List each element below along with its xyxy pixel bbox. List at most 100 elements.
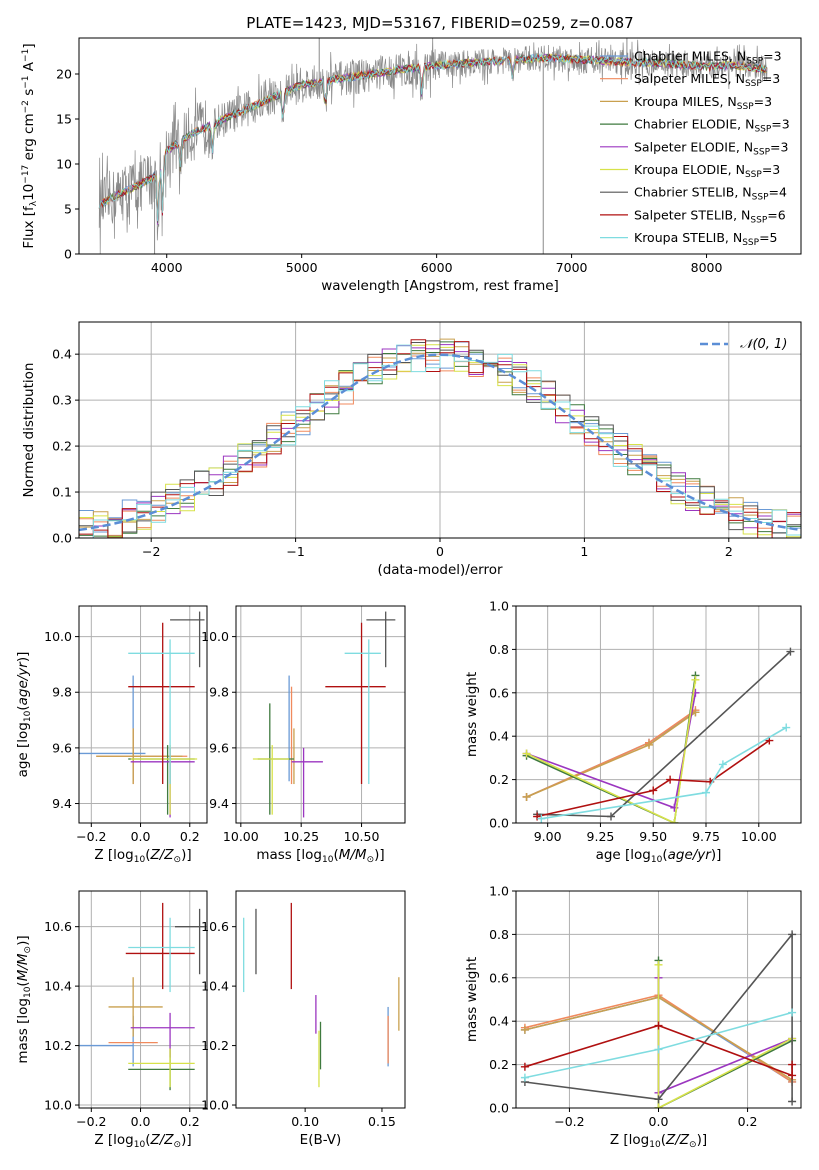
y-axis-label: age [log10(age/yr)] (15, 652, 33, 778)
y-tick-label: 20 (56, 67, 72, 82)
marker-kroupa-miles (691, 708, 700, 717)
x-tick-label: −0.2 (554, 1114, 584, 1129)
legend-entry: Kroupa STELIB, NSSP=5 (634, 230, 778, 248)
legend-entry: Chabrier ELODIE, NSSP=3 (634, 117, 790, 135)
y-tick-label: 0.1 (52, 485, 72, 500)
x-tick-label: 0.2 (180, 829, 200, 844)
x-tick-label: 0.10 (291, 1114, 319, 1129)
y-tick-label: 10.0 (44, 629, 72, 644)
y-tick-label: 10.0 (201, 1098, 229, 1113)
y-tick-label: 0.4 (489, 1014, 509, 1029)
marker-kroupa-stelib (702, 788, 710, 797)
line-kroupa-elodie (657, 964, 793, 1108)
axes-frame (235, 890, 406, 1109)
marker-salpeter-stelib (520, 1062, 529, 1071)
line-salpeter-elodie (526, 692, 697, 809)
marker-kroupa-stelib (537, 814, 546, 823)
x-tick-label: 0.0 (131, 829, 151, 844)
errorbars (252, 611, 396, 818)
x-axis-label: age [log10(age/yr)] (596, 847, 722, 865)
errorbars (79, 902, 205, 1091)
marker-chabrier-stelib (788, 930, 797, 939)
axes-frame (515, 605, 802, 824)
figure-title: PLATE=1423, MJD=53167, FIBERID=0259, z=0… (246, 14, 633, 32)
line-kroupa-elodie (526, 679, 697, 823)
marker-chabrier-stelib (788, 1097, 797, 1106)
y-tick-label: 9.4 (209, 796, 229, 811)
y-tick-label: 10.6 (44, 919, 72, 934)
line-chabrier-stelib (524, 932, 793, 1102)
y-tick-label: 1.0 (489, 884, 509, 899)
x-tick-label: 8000 (691, 260, 723, 275)
axes-frame (515, 890, 802, 1109)
marker-kroupa-miles (645, 740, 653, 749)
mass-vs-ebv-panel: 0.10 0.15 10.0 10.2 10.4 10.6 E(B-V) (201, 890, 406, 1148)
errorbars (243, 902, 400, 1088)
y-tick-label: 0.6 (489, 970, 509, 985)
y-tick-label: 0.2 (489, 772, 509, 787)
hist-chabrier-stelib (79, 340, 801, 538)
y-tick-label: 10 (56, 157, 72, 172)
line-salpeter-stelib (524, 1024, 793, 1077)
observed-spectrum (98, 38, 768, 254)
x-tick-label: 0.2 (180, 1114, 200, 1129)
marker-salpeter-stelib (654, 1021, 663, 1030)
y-tick-label: 0.2 (52, 439, 72, 454)
marker-kroupa-elodie (522, 749, 531, 758)
marker-chabrier-stelib (607, 812, 615, 821)
x-tick-label: 0.0 (649, 1114, 669, 1129)
y-tick-label: 0.8 (489, 927, 509, 942)
y-tick-label: 0.0 (52, 531, 72, 546)
y-tick-label: 9.8 (209, 685, 229, 700)
x-tick-label: 4000 (151, 260, 183, 275)
x-axis-label: Z [log10(Z/Z⊙)] (94, 1132, 191, 1150)
residuals-panel: −2 −1 0 1 2 0.0 0.1 0.2 0.3 0.4 (data-model)/error… (21, 321, 802, 578)
y-axis-label: Normed distribution (21, 363, 37, 498)
y-tick-label: 0.0 (489, 1101, 509, 1116)
line-chabrier-elodie (526, 675, 697, 823)
y-tick-label: 9.4 (52, 796, 72, 811)
marker-chabrier-stelib (654, 1095, 663, 1104)
y-axis-label: Flux [fλ10−17 erg cm−2 s−1 A−1] (21, 43, 39, 248)
y-tick-label: 5 (64, 202, 72, 217)
marker-kroupa-miles (520, 1025, 529, 1034)
marker-kroupa-stelib (782, 723, 791, 732)
histograms (79, 338, 801, 538)
model-salpeter-stelib (98, 53, 767, 219)
x-tick-label: −0.2 (76, 1114, 106, 1129)
x-tick-label: 0.2 (738, 1114, 758, 1129)
y-axis-label: mass [log10(M/M⊙)] (15, 935, 33, 1063)
marker-kroupa-elodie (654, 960, 663, 969)
y-tick-label: 10.0 (201, 629, 229, 644)
mass-vs-metallicity-panel: −0.2 0.0 0.2 10.0 10.2 10.4 10.6 Z [log10(Z/Z⊙)… (15, 890, 208, 1150)
marker-kroupa-stelib (520, 1073, 529, 1082)
x-tick-label: 9.25 (587, 829, 615, 844)
marker-kroupa-stelib (788, 1008, 797, 1017)
x-axis-label: wavelength [Angstrom, rest frame] (321, 278, 559, 294)
y-tick-label: 9.8 (52, 685, 72, 700)
x-tick-label: 10.25 (283, 829, 319, 844)
y-tick-label: 10.0 (44, 1098, 72, 1113)
marker-salpeter-stelib (788, 1071, 797, 1080)
marker-salpeter-stelib (533, 812, 542, 821)
marker-kroupa-elodie (691, 675, 700, 684)
marker-chabrier-stelib (786, 647, 795, 656)
x-tick-label: 9.00 (534, 829, 562, 844)
x-axis-label: (data-model)/error (377, 562, 503, 578)
x-tick-label: 9.75 (692, 829, 720, 844)
y-tick-label: 9.6 (52, 740, 72, 755)
y-tick-label: 9.6 (209, 740, 229, 755)
marker-salpeter-stelib (788, 1060, 797, 1069)
model-kroupa-stelib (98, 53, 767, 222)
marker-kroupa-elodie (670, 819, 679, 823)
y-tick-label: 0.0 (489, 816, 509, 831)
x-axis-label: Z [log10(Z/Z⊙)] (94, 847, 191, 865)
legend-entry: Salpeter STELIB, NSSP=6 (634, 207, 786, 225)
y-tick-label: 10.2 (44, 1038, 72, 1053)
legend-entry: Chabrier STELIB, NSSP=4 (634, 185, 787, 203)
y-tick-label: 10.4 (44, 979, 72, 994)
errorbars (79, 611, 205, 818)
marker-kroupa-miles (522, 792, 531, 801)
x-axis-label: E(B-V) (300, 1132, 342, 1148)
